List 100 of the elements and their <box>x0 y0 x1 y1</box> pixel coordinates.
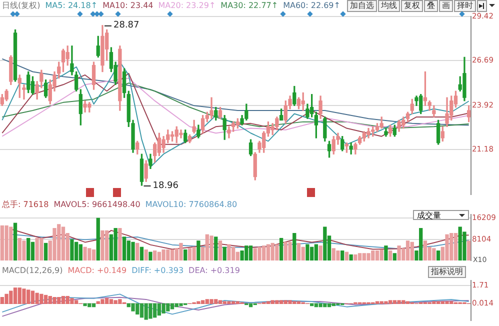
bar <box>100 230 104 260</box>
annotation: 18.96 <box>152 180 179 191</box>
bar <box>114 228 118 260</box>
bar <box>179 242 183 260</box>
bar <box>200 300 205 304</box>
bar <box>410 242 414 260</box>
bar <box>318 246 322 260</box>
bar <box>436 301 440 304</box>
bar <box>279 300 284 304</box>
bar <box>392 253 397 260</box>
bar <box>388 300 392 304</box>
bar <box>236 301 240 304</box>
bar <box>74 300 78 304</box>
text: MAVOL10: 7760864.80 <box>145 200 238 209</box>
bar <box>26 238 30 260</box>
text: 叠 <box>424 0 438 12</box>
bar <box>83 303 87 306</box>
bar <box>397 300 401 304</box>
annotation: 28.87 <box>113 20 140 31</box>
text: 加自选 <box>347 0 377 12</box>
bar <box>222 246 226 260</box>
text: 择时 <box>454 0 476 12</box>
bar <box>100 299 104 304</box>
bar <box>13 288 18 304</box>
bar <box>318 303 322 308</box>
bar <box>0 225 4 260</box>
bar <box>210 236 214 260</box>
bar <box>148 303 152 319</box>
text: DEA: +0.319 <box>188 266 240 275</box>
bar <box>375 301 380 304</box>
bar <box>152 303 157 318</box>
bar <box>122 236 126 260</box>
bar <box>288 242 292 260</box>
bar <box>192 246 196 260</box>
bar <box>170 249 174 260</box>
bar <box>445 301 449 304</box>
bar <box>384 301 388 304</box>
bar <box>162 303 166 314</box>
bar <box>78 244 83 260</box>
bar <box>30 242 35 260</box>
bar <box>406 240 410 260</box>
bar <box>162 249 166 260</box>
bar <box>340 250 344 260</box>
bar <box>4 225 8 260</box>
bar <box>210 299 214 304</box>
bar <box>336 250 340 260</box>
bar <box>157 303 162 316</box>
text: MA10: 23.44 <box>102 0 154 11</box>
bar <box>466 240 471 260</box>
bar <box>52 297 56 304</box>
bar <box>61 226 66 260</box>
bar <box>157 252 162 260</box>
bar <box>358 253 362 260</box>
bar <box>231 301 236 304</box>
bar <box>344 252 349 260</box>
bar <box>248 246 253 260</box>
text: MA30: 22.77↑ <box>220 0 278 11</box>
bar <box>231 246 236 260</box>
bar <box>22 240 26 260</box>
bar <box>279 238 284 260</box>
bar <box>61 296 66 304</box>
bar <box>170 303 174 310</box>
bar <box>375 250 380 260</box>
bar <box>131 303 135 312</box>
bar <box>179 303 183 306</box>
text: MAVOL5: 9661498.40 <box>54 200 140 209</box>
bar <box>140 246 144 260</box>
bar <box>44 294 48 304</box>
bar <box>0 297 4 304</box>
bar <box>266 244 270 260</box>
bar <box>366 253 370 260</box>
bar <box>380 249 384 260</box>
text: MA60: 22.69↑ <box>283 0 340 11</box>
bar <box>4 294 8 304</box>
bar <box>258 246 262 260</box>
bar <box>188 248 192 260</box>
text: 指标说明 <box>428 266 466 278</box>
bar <box>184 249 188 260</box>
bar <box>152 250 157 260</box>
bar <box>423 240 428 260</box>
bar <box>44 242 48 260</box>
bar <box>140 303 144 318</box>
bar <box>148 252 152 260</box>
text: 画 <box>439 0 453 12</box>
bar <box>70 239 74 260</box>
bar <box>83 246 87 260</box>
bar <box>227 301 231 304</box>
text: MA20: 23.29↑ <box>158 0 216 11</box>
bar <box>70 298 74 304</box>
bar <box>392 300 397 304</box>
bar <box>92 249 96 260</box>
bar <box>296 242 301 260</box>
bar <box>296 301 301 304</box>
bar <box>397 246 401 260</box>
bar <box>227 244 231 260</box>
bar <box>144 249 148 260</box>
text: DIFF: +0.393 <box>132 266 184 275</box>
bar <box>445 234 449 260</box>
bar <box>323 226 327 260</box>
bar <box>22 288 26 304</box>
